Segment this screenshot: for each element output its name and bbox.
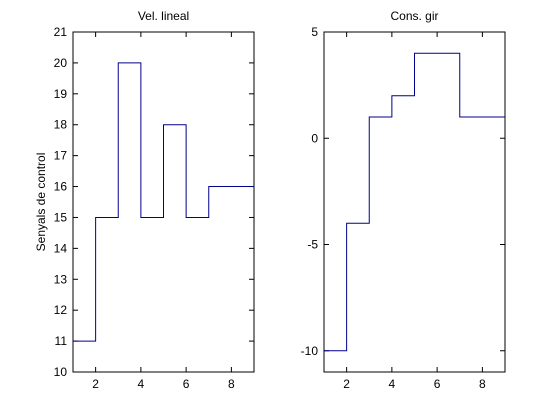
series (324, 52, 505, 352)
subplot-cons-gir: Cons. gir 2 4 6 8 -10 -5 0 5 (301, 9, 506, 391)
y-tick-label: 20 (54, 56, 68, 70)
ticks: 2 4 6 8 10 11 12 13 14 15 16 17 18 19 20 21 (54, 25, 254, 391)
y-tick-label: 21 (54, 25, 68, 39)
x-tick-label: 6 (183, 377, 190, 391)
x-tick-label: 2 (343, 377, 350, 391)
y-tick-label: 11 (55, 334, 68, 348)
y-axis-label: Senyals de control (34, 153, 48, 252)
x-tick-label: 2 (92, 377, 99, 391)
x-tick-label: 4 (389, 377, 396, 391)
y-tick-label: 12 (54, 303, 68, 317)
subplot-vel-lineal: Vel. lineal Senyals de control 2 4 6 8 10 11 1… (34, 9, 255, 391)
y-tick-label: 18 (54, 118, 68, 132)
y-tick-label: 10 (54, 365, 68, 379)
x-tick-label: 6 (434, 377, 441, 391)
y-tick-label: 14 (54, 241, 68, 255)
y-tick-label: 16 (54, 180, 68, 194)
series-line (73, 62, 254, 342)
y-tick-label: 5 (311, 25, 318, 39)
chart-title: Vel. lineal (138, 9, 189, 23)
y-tick-label: 15 (54, 210, 68, 224)
x-tick-label: 8 (479, 377, 486, 391)
y-tick-label: 19 (54, 87, 68, 101)
y-tick-label: 17 (54, 149, 68, 163)
chart-title: Cons. gir (390, 9, 438, 23)
series (73, 62, 254, 342)
ticks: 2 4 6 8 -10 -5 0 5 (301, 25, 505, 391)
series-line (324, 52, 505, 352)
y-tick-label: -5 (307, 238, 318, 252)
y-tick-label: -10 (301, 344, 319, 358)
x-tick-label: 4 (138, 377, 145, 391)
x-tick-label: 8 (228, 377, 235, 391)
y-tick-label: 0 (311, 131, 318, 145)
y-tick-label: 13 (54, 272, 68, 286)
